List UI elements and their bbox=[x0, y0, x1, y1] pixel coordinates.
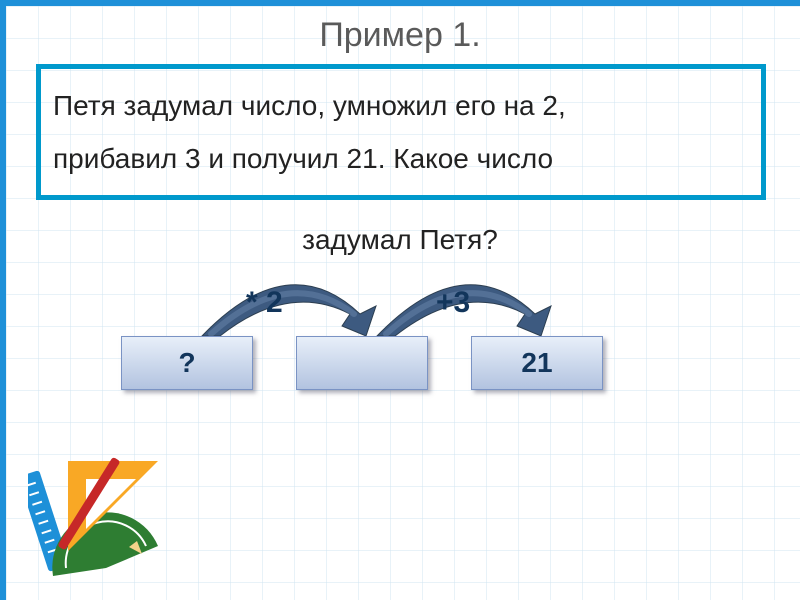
operation-label-add: +3 bbox=[436, 286, 470, 320]
number-box-middle bbox=[296, 336, 428, 390]
slide-page: Пример 1. Петя задумал число, умножил ег… bbox=[0, 0, 800, 600]
number-box-unknown: ? bbox=[121, 336, 253, 390]
number-box-value: 21 bbox=[521, 347, 552, 379]
problem-line-1: Петя задумал число, умножил его на 2, bbox=[53, 79, 749, 132]
number-box-result: 21 bbox=[471, 336, 603, 390]
slide-title: Пример 1. bbox=[6, 16, 794, 55]
number-box-value: ? bbox=[178, 347, 195, 379]
problem-line-2: прибавил 3 и получил 21. Какое число bbox=[53, 132, 749, 185]
math-tools-icon bbox=[28, 446, 178, 576]
problem-statement-box: Петя задумал число, умножил его на 2, пр… bbox=[36, 64, 766, 200]
operation-label-multiply: * 2 bbox=[246, 286, 283, 320]
flow-arrow bbox=[202, 285, 376, 336]
problem-line-3: задумал Петя? bbox=[6, 224, 794, 256]
